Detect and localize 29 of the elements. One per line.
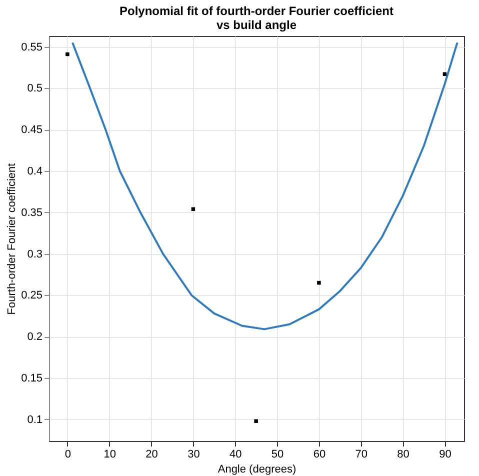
x-tick-label: 50 — [271, 448, 284, 460]
line-series — [71, 42, 458, 330]
x-tick-label: 20 — [146, 448, 158, 460]
y-tick-label: 0.25 — [21, 290, 42, 302]
chart-title: Polynomial fit of fourth-order Fourier coefficient vs build angle — [119, 4, 394, 32]
y-tick-label: 0.2 — [27, 331, 42, 344]
y-tick-label: 0.45 — [21, 124, 42, 136]
x-tick-label: 60 — [313, 448, 326, 460]
y-tick-label: 0.1 — [27, 414, 42, 426]
x-tick-label: 70 — [355, 448, 368, 460]
point — [317, 280, 321, 285]
x-tick-label: 0 — [64, 448, 72, 460]
x-tick-label: 30 — [188, 448, 200, 460]
y-tick-label: 0.55 — [21, 41, 42, 54]
x-tick-label: 80 — [397, 448, 410, 460]
y-tick-label: 0.35 — [21, 206, 42, 219]
y-tick-label: 0.4 — [27, 166, 42, 178]
point — [442, 72, 447, 76]
point — [66, 52, 70, 56]
y-tick-label: 0.5 — [27, 82, 42, 95]
y-tick-label: 0.15 — [21, 372, 42, 385]
point — [254, 419, 258, 423]
point — [191, 207, 196, 211]
x-tick-label: 10 — [104, 448, 116, 460]
x-tick-label: 90 — [439, 448, 452, 460]
x-axis-title: Angle (degrees) — [218, 464, 296, 476]
x-tick-label: 40 — [229, 448, 242, 460]
y-axis-title: Fourth-order Fourier coefficient — [6, 163, 18, 315]
y-tick-label: 0.3 — [27, 248, 42, 260]
